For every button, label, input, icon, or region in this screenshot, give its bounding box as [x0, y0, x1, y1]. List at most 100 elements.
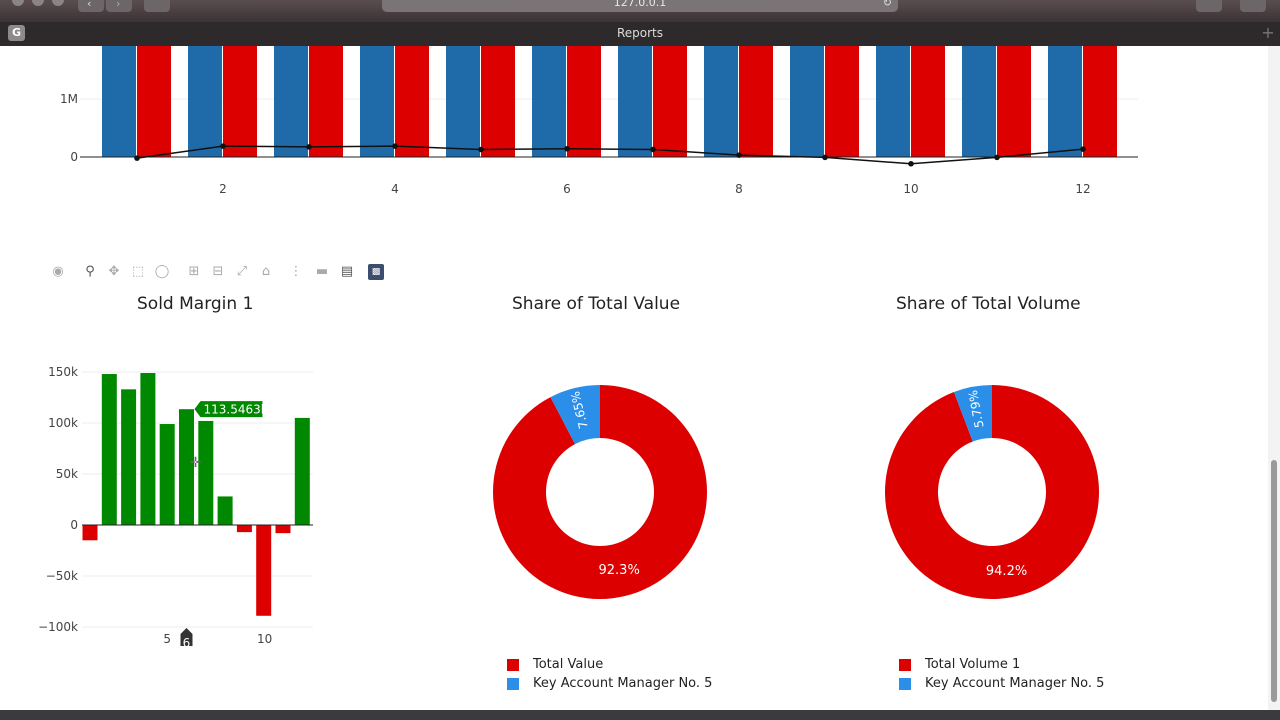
line-point: [908, 160, 914, 167]
tab-title[interactable]: Reports: [616, 26, 664, 40]
legend-item[interactable]: Key Account Manager No. 5: [899, 674, 1104, 693]
line-point: [736, 152, 742, 158]
pan-icon[interactable]: ✥: [108, 264, 120, 279]
plotly-logo-icon[interactable]: ▩: [368, 264, 384, 280]
x-tick-label: 6: [563, 182, 571, 196]
legend-label: Total Volume 1: [925, 657, 1021, 672]
share-volume-legend: Total Volume 1 Key Account Manager No. 5: [899, 655, 1104, 693]
y-tick-label: 1M: [60, 92, 78, 106]
bar-blue: [704, 46, 738, 157]
margin-bar: [179, 409, 194, 525]
zoom-window-button[interactable]: [52, 0, 64, 6]
bar-blue: [962, 46, 996, 157]
bar-red: [223, 46, 257, 157]
x-tick-label: 12: [1075, 182, 1090, 196]
margin-bar: [101, 374, 117, 525]
sold-margin-title: Sold Margin 1: [137, 294, 254, 314]
pie-slice: [550, 385, 600, 445]
bar-blue: [188, 46, 222, 157]
bar-blue: [1048, 46, 1082, 157]
share-value-title: Share of Total Value: [512, 294, 681, 314]
share-volume-pie[interactable]: 94.2% 5.79%: [862, 362, 1122, 622]
pie-slice: [953, 385, 992, 442]
zoom-in-icon[interactable]: ⊞: [188, 264, 200, 279]
y-tick-label: −100k: [38, 620, 78, 634]
legend-label: Key Account Manager No. 5: [925, 676, 1105, 691]
bar-blue: [274, 46, 308, 157]
spike-lines-icon[interactable]: ⋮: [289, 264, 303, 279]
minimize-window-button[interactable]: [32, 0, 44, 6]
margin-bar: [82, 525, 98, 541]
zoom-icon[interactable]: ⚲: [85, 264, 95, 279]
zoom-out-icon[interactable]: ⊟: [212, 264, 224, 279]
window-titlebar: ‹ › 127.0.0.1 ↻: [0, 0, 1280, 22]
vertical-scrollbar[interactable]: [1268, 46, 1280, 710]
legend-swatch-blue: [899, 677, 911, 690]
scroll-thumb[interactable]: [1271, 460, 1277, 702]
legend-item[interactable]: Total Value: [507, 655, 712, 674]
forward-button[interactable]: ›: [106, 0, 132, 12]
reload-icon[interactable]: ↻: [882, 0, 892, 9]
y-tick-label: −50k: [46, 569, 78, 583]
bar-red: [395, 46, 429, 157]
legend-label: Key Account Manager No. 5: [533, 676, 713, 691]
slice-label: 94.2%: [986, 564, 1027, 579]
line-point: [306, 144, 312, 150]
legend-item[interactable]: Total Volume 1: [899, 655, 1104, 674]
line-point: [220, 143, 226, 149]
bar-red: [911, 46, 945, 157]
bar-blue: [790, 46, 824, 157]
y-tick-label: 50k: [56, 467, 78, 481]
x-hover-box: [180, 628, 193, 646]
x-tick-label: 2: [219, 182, 227, 196]
camera-icon[interactable]: ◉: [52, 264, 64, 279]
bar-blue: [618, 46, 652, 157]
new-tab-button[interactable]: +: [1261, 23, 1275, 42]
line-point: [134, 155, 140, 161]
margin-bar: [121, 389, 137, 525]
top-combo-chart[interactable]: 0 1M 2 4 6 8 10 12: [0, 46, 1268, 216]
bar-red: [997, 46, 1031, 157]
hover-compare-icon[interactable]: ▤: [340, 264, 354, 279]
hover-closest-icon[interactable]: ▬: [315, 264, 329, 279]
share-button[interactable]: [1196, 0, 1222, 12]
x-tick-label: 8: [735, 182, 743, 196]
series-line: [136, 145, 1084, 165]
pie-slice: [885, 385, 1099, 599]
url-text: 127.0.0.1: [613, 0, 667, 9]
hover-value-tooltip: 113.5463k: [194, 401, 268, 418]
sold-margin-chart[interactable]: 150k 100k 50k 0 −50k −100k 5 10 113.5463k ✛ 6: [0, 356, 320, 646]
bar-blue: [102, 46, 136, 157]
hover-x-label: 6: [180, 628, 193, 646]
tab-bar: G Reports +: [0, 22, 1280, 47]
close-window-button[interactable]: [12, 0, 24, 6]
legend-item[interactable]: Key Account Manager No. 5: [507, 674, 712, 693]
margin-bar: [198, 420, 214, 525]
tooltip-text: 113.5463k: [204, 403, 268, 417]
lasso-icon[interactable]: ◯: [154, 264, 170, 279]
y-tick-label: 150k: [48, 365, 78, 379]
slice-label: 92.3%: [599, 563, 640, 578]
line-point: [564, 145, 570, 152]
y-tick-label: 0: [70, 518, 78, 532]
autoscale-icon[interactable]: ⤢: [236, 264, 248, 279]
x-tick-label: 10: [257, 632, 272, 646]
address-bar[interactable]: 127.0.0.1 ↻: [382, 0, 898, 12]
sidebar-button[interactable]: [144, 0, 170, 12]
reset-axes-icon[interactable]: ⌂: [261, 264, 271, 279]
line-point: [650, 146, 656, 153]
box-select-icon[interactable]: ⬚: [131, 264, 145, 279]
bar-blue: [360, 46, 394, 157]
page-content: 0 1M 2 4 6 8 10 12 ◉ ⚲ ✥ ⬚ ◯ ⊞ ⊟ ⤢ ⌂ ⋮ ▬ ▤ ▩ So…: [0, 46, 1268, 710]
tabs-overview-button[interactable]: [1240, 0, 1266, 12]
margin-bar: [140, 373, 156, 525]
legend-swatch-red: [507, 658, 519, 671]
share-value-pie[interactable]: 92.3%7.65%: [470, 362, 730, 622]
back-button[interactable]: ‹: [78, 0, 104, 12]
share-value-legend: Total Value Key Account Manager No. 5: [507, 655, 712, 693]
line-point: [478, 146, 484, 153]
x-tick-label: 4: [391, 182, 399, 196]
bar-blue: [532, 46, 566, 157]
legend-swatch-red: [899, 658, 911, 671]
y-tick-label: 0: [70, 150, 78, 164]
